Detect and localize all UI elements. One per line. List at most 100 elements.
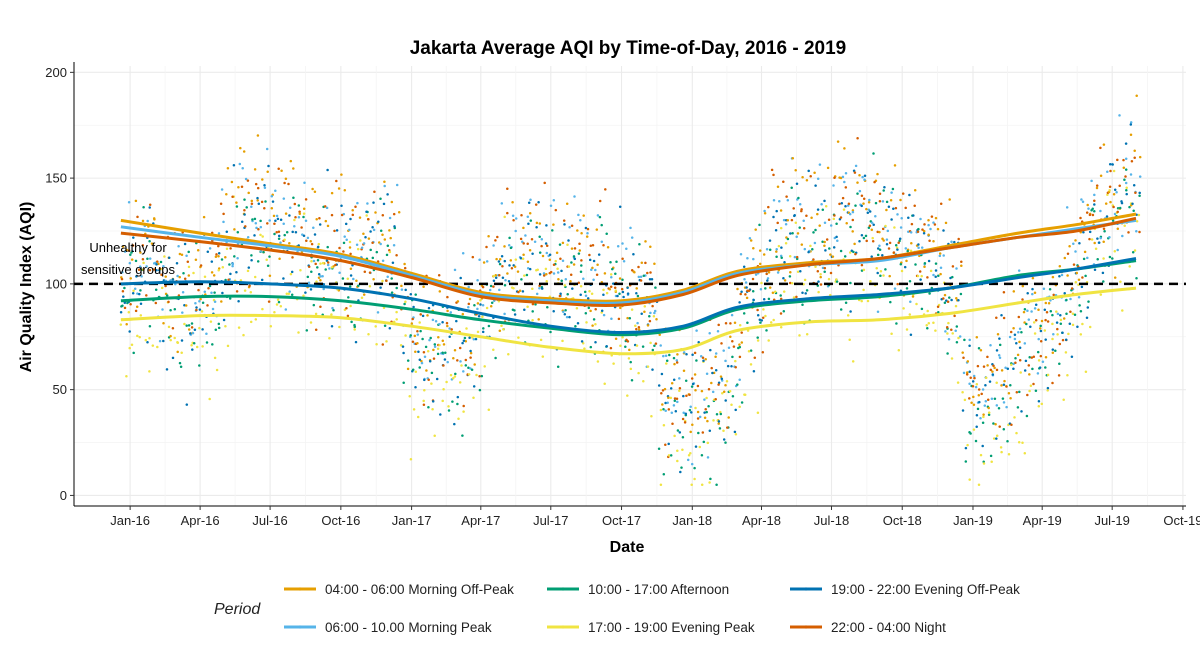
data-point — [852, 169, 856, 172]
data-point — [775, 255, 778, 258]
data-point — [584, 294, 588, 297]
data-point — [175, 262, 179, 265]
data-point — [267, 300, 271, 303]
data-point — [256, 196, 259, 200]
data-point — [775, 250, 778, 253]
data-point — [725, 379, 729, 383]
data-point — [998, 356, 1002, 359]
data-point — [162, 339, 165, 343]
data-point — [959, 292, 963, 296]
data-point — [395, 286, 398, 290]
data-point — [719, 410, 722, 414]
data-point — [992, 437, 996, 440]
data-point — [733, 321, 737, 324]
data-point — [224, 278, 227, 282]
data-point — [763, 211, 767, 215]
data-point — [884, 224, 887, 228]
data-point — [442, 343, 446, 346]
data-point — [1115, 191, 1118, 194]
data-point — [616, 294, 619, 298]
data-point — [1059, 318, 1063, 322]
data-point — [946, 300, 950, 303]
data-point — [488, 288, 492, 292]
data-point — [826, 166, 830, 170]
data-point — [447, 409, 451, 412]
data-point — [235, 290, 239, 293]
data-point — [655, 317, 658, 321]
data-point — [1055, 310, 1058, 313]
data-point — [205, 332, 208, 336]
data-point — [913, 204, 916, 207]
data-point — [932, 221, 935, 224]
data-point — [303, 181, 306, 184]
data-point — [878, 230, 881, 234]
data-point — [433, 345, 437, 348]
data-point — [691, 382, 695, 386]
data-point — [554, 208, 558, 212]
data-point — [995, 316, 998, 319]
data-point — [132, 236, 135, 239]
data-point — [760, 319, 764, 322]
legend-label: 04:00 - 06:00 Morning Off-Peak — [325, 582, 514, 597]
data-point — [316, 266, 319, 269]
data-point — [1132, 209, 1135, 213]
data-point — [635, 292, 638, 295]
data-point — [185, 254, 188, 257]
data-point — [898, 237, 902, 240]
data-point — [1102, 240, 1105, 244]
data-point — [579, 284, 583, 288]
data-point — [752, 257, 755, 261]
data-point — [841, 196, 845, 200]
data-point — [828, 247, 831, 250]
data-point — [626, 292, 630, 295]
data-point — [503, 259, 507, 263]
data-point — [917, 227, 920, 231]
data-point — [260, 200, 264, 204]
data-point — [767, 297, 771, 301]
data-point — [310, 259, 313, 263]
data-point — [217, 326, 221, 330]
data-point — [1138, 155, 1142, 159]
data-point — [659, 408, 663, 412]
data-point — [313, 190, 317, 193]
data-point — [259, 219, 262, 223]
data-point — [148, 239, 151, 243]
data-point — [487, 324, 491, 328]
data-point — [322, 287, 325, 291]
data-point — [896, 282, 899, 286]
data-point — [598, 199, 602, 203]
data-point — [954, 329, 957, 332]
data-point — [158, 267, 162, 270]
data-point — [502, 327, 505, 331]
data-point — [917, 243, 920, 246]
data-point — [763, 209, 766, 213]
data-point — [315, 218, 318, 221]
data-point — [738, 301, 741, 304]
data-point — [1070, 355, 1074, 359]
data-point — [1102, 257, 1105, 260]
data-point — [626, 316, 629, 320]
data-point — [1041, 360, 1045, 363]
data-point — [700, 483, 704, 487]
data-point — [145, 265, 148, 268]
data-point — [813, 241, 817, 245]
data-point — [1018, 327, 1022, 331]
data-point — [667, 442, 670, 446]
data-point — [649, 271, 652, 274]
data-point — [452, 357, 455, 360]
data-point — [842, 208, 846, 211]
data-point — [556, 267, 559, 270]
data-point — [1070, 287, 1074, 290]
data-point — [775, 209, 778, 213]
data-point — [613, 286, 617, 290]
data-point — [264, 200, 267, 203]
data-point — [321, 261, 325, 265]
data-point — [1113, 276, 1117, 279]
data-point — [740, 401, 744, 404]
data-point — [953, 314, 956, 318]
data-point — [868, 198, 871, 202]
data-point — [873, 180, 876, 184]
data-point — [237, 300, 240, 303]
data-point — [1020, 410, 1023, 413]
data-point — [776, 221, 779, 225]
